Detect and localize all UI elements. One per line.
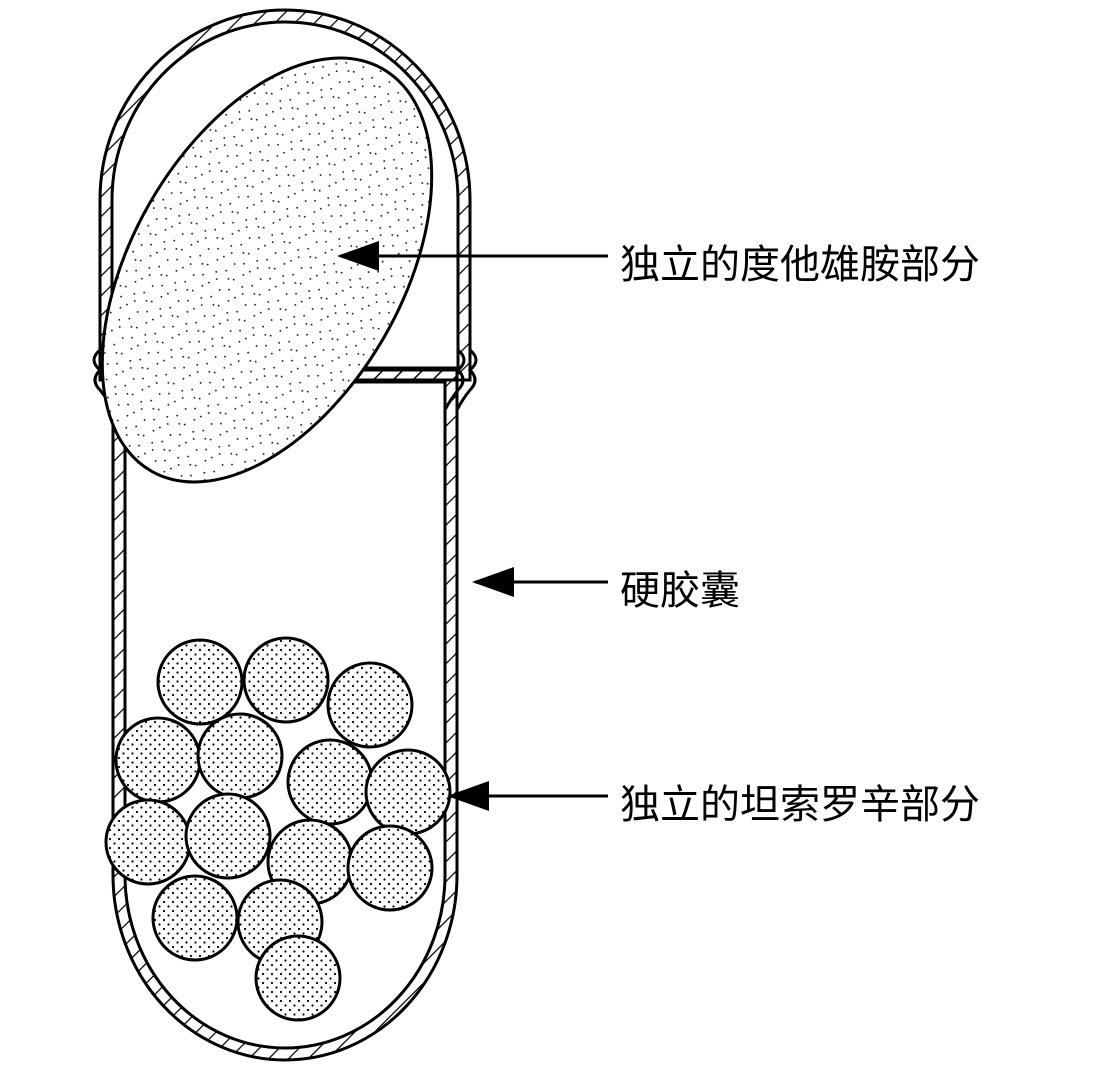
- capsule-diagram: 独立的度他雄胺部分 硬胶囊 独立的坦索罗辛部分: [0, 0, 1095, 1079]
- tamsulosin-sphere: [328, 663, 412, 747]
- tamsulosin-sphere: [198, 714, 282, 798]
- label-tamsulosin: 独立的坦索罗辛部分: [620, 772, 980, 830]
- label-dutasteride: 独立的度他雄胺部分: [620, 232, 980, 290]
- tamsulosin-sphere: [348, 826, 432, 910]
- tamsulosin-sphere: [106, 800, 190, 884]
- tamsulosin-sphere: [244, 638, 328, 722]
- tamsulosin-sphere: [116, 718, 200, 802]
- tamsulosin-sphere: [158, 640, 242, 724]
- tamsulosin-sphere: [256, 936, 340, 1020]
- tamsulosin-sphere: [366, 750, 450, 834]
- label-hard-capsule: 硬胶囊: [620, 558, 740, 616]
- tamsulosin-sphere: [153, 876, 237, 960]
- tamsulosin-sphere: [288, 740, 372, 824]
- tamsulosin-sphere: [186, 794, 270, 878]
- diagram-svg: [0, 0, 1095, 1079]
